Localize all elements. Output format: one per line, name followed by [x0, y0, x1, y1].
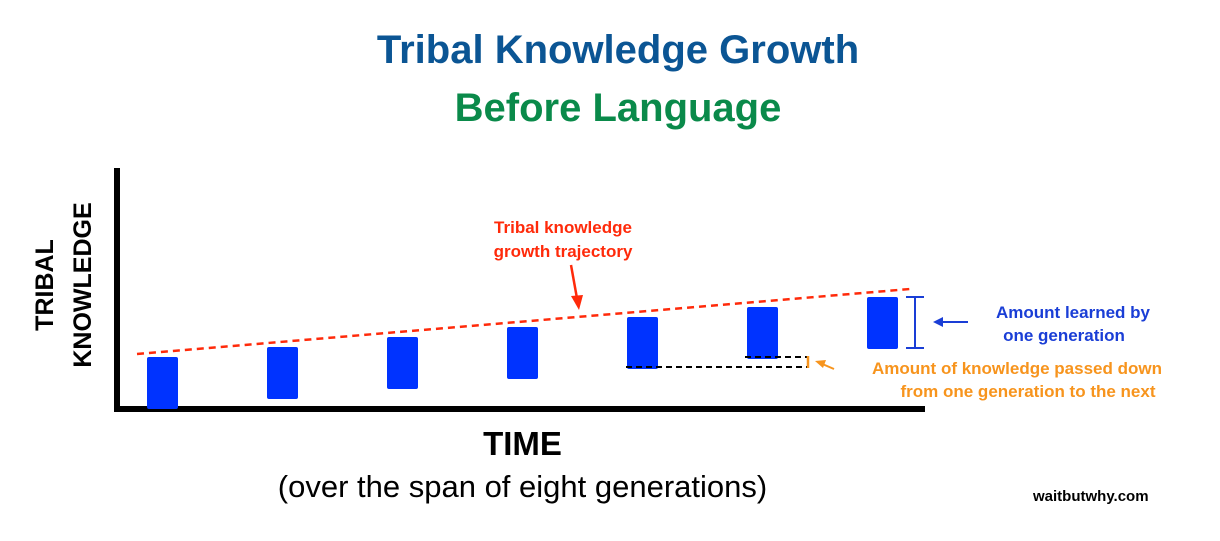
generation-bar-1: [147, 357, 178, 409]
trajectory-arrow: [569, 264, 583, 310]
generation-bar-2: [267, 347, 298, 399]
passed-down-arrow: [815, 360, 835, 370]
trajectory-line: [136, 287, 911, 356]
y-axis-label-line-2: KNOWLEDGE: [69, 202, 97, 367]
y-axis-label: TRIBAL: [31, 239, 59, 331]
x-axis-label: TIME: [483, 425, 562, 462]
x-axis-sublabel: (over the span of eight generations): [277, 469, 768, 504]
trajectory-label-line-1: Tribal knowledge: [494, 218, 632, 237]
passed-down-label-line-1: Amount of knowledge passed down: [872, 359, 1162, 378]
generation-bar-4: [507, 327, 538, 379]
diagram-subtitle: Before Language: [454, 86, 782, 130]
y-axis-label-line-1: TRIBAL: [31, 239, 59, 331]
generation-bars: [147, 297, 898, 409]
generation-bar-7: [867, 297, 898, 349]
diagram-title: Tribal Knowledge Growth: [376, 28, 860, 72]
passed-down-label-line-2: from one generation to the next: [900, 382, 1155, 401]
trajectory-label-line-2: growth trajectory: [494, 242, 633, 261]
credit-text: waitbutwhy.com: [1033, 488, 1149, 505]
learned-label-line-2: one generation: [1003, 326, 1125, 345]
learned-arrow: [933, 317, 968, 327]
learned-bracket: [906, 296, 924, 349]
learned-label-line-1: Amount learned by: [996, 303, 1151, 322]
generation-bar-5: [627, 317, 658, 369]
generation-bar-3: [387, 337, 418, 389]
generation-bar-6: [747, 307, 778, 359]
y-axis-label-group-2: KNOWLEDGE: [69, 202, 97, 367]
